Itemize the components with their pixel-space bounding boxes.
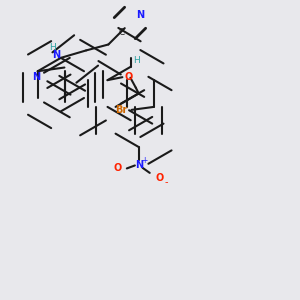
Text: O: O (125, 72, 133, 82)
Text: Br: Br (115, 106, 127, 116)
Text: N: N (52, 50, 60, 60)
Text: O: O (114, 164, 122, 173)
Text: H: H (133, 56, 140, 65)
Text: O: O (155, 173, 164, 183)
Text: +: + (141, 157, 147, 166)
Text: H: H (49, 43, 56, 52)
Text: N: N (135, 160, 143, 170)
Text: C: C (118, 28, 125, 37)
Text: -: - (165, 177, 168, 188)
Text: N: N (32, 72, 40, 82)
Text: N: N (136, 10, 145, 20)
